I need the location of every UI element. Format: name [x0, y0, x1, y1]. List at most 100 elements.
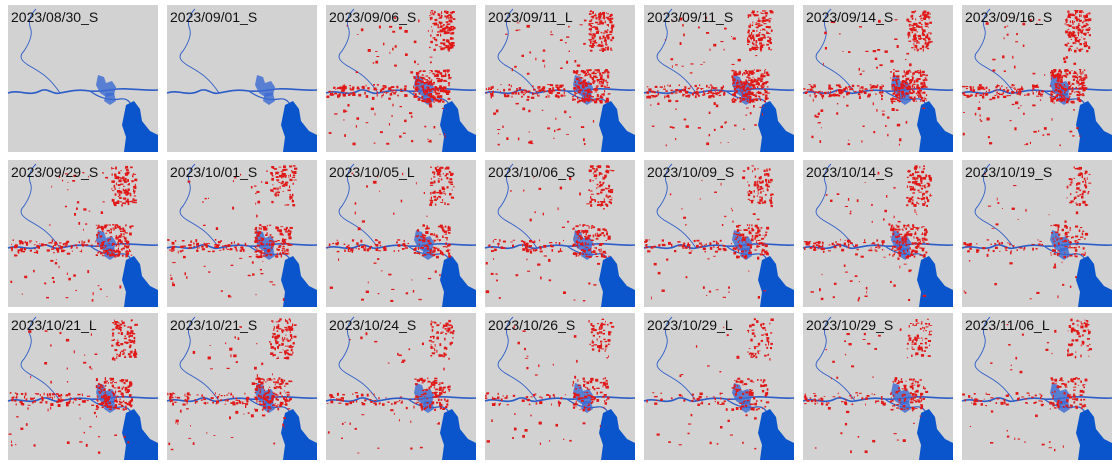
flood-patch — [283, 170, 284, 171]
flood-patch — [442, 236, 444, 239]
flood-patch — [42, 399, 44, 401]
flood-patch — [114, 324, 116, 326]
flood-patch — [1057, 255, 1059, 256]
flood-patch — [825, 47, 827, 50]
flood-patch — [112, 332, 114, 334]
flood-patch — [89, 366, 91, 368]
flood-patch — [1068, 240, 1069, 241]
flood-patch — [126, 392, 129, 394]
flood-patch — [264, 228, 267, 231]
flood-patch — [448, 83, 450, 84]
flood-patch — [356, 71, 358, 73]
flood-patch — [590, 11, 592, 12]
flood-patch — [421, 96, 423, 99]
flood-patch — [600, 191, 603, 193]
flood-patch — [740, 90, 741, 92]
flood-patch — [284, 239, 287, 240]
flood-patch — [966, 245, 967, 247]
flood-patch — [700, 88, 703, 89]
flood-patch — [757, 240, 760, 241]
flood-patch — [234, 241, 235, 243]
flood-patch — [672, 90, 674, 91]
flood-patch — [547, 127, 550, 129]
flood-patch — [733, 86, 736, 87]
flood-patch — [927, 38, 930, 39]
flood-patch — [24, 276, 27, 279]
flood-patch — [757, 168, 758, 169]
flood-patch — [768, 47, 770, 50]
flood-patch — [107, 252, 110, 255]
flood-patch — [262, 240, 263, 241]
flood-patch — [294, 168, 297, 170]
flood-patch — [185, 272, 187, 275]
flood-patch — [982, 96, 984, 99]
flood-patch — [34, 401, 36, 403]
flood-patch — [563, 291, 566, 294]
flood-patch — [97, 228, 99, 229]
flood-patch — [986, 87, 988, 89]
flood-patch — [578, 74, 581, 75]
flood-patch — [1057, 238, 1060, 239]
panel-label: 2023/09/29_S — [11, 164, 98, 180]
flood-patch — [491, 247, 493, 248]
flood-patch — [610, 50, 612, 51]
flood-patch — [822, 274, 823, 275]
flood-patch — [848, 51, 851, 53]
flood-patch — [28, 405, 31, 406]
flood-patch — [266, 243, 268, 245]
flood-patch — [908, 200, 911, 202]
flood-patch — [983, 93, 985, 96]
flood-patch — [276, 176, 279, 178]
flood-patch — [610, 170, 612, 171]
flood-patch — [441, 11, 442, 14]
flood-patch — [580, 237, 583, 240]
flood-patch — [445, 15, 447, 17]
flood-patch — [289, 186, 290, 189]
flood-patch — [1080, 70, 1081, 72]
flood-patch — [602, 22, 604, 24]
flood-patch — [910, 79, 913, 81]
flood-patch — [416, 235, 419, 236]
flood-patch — [172, 282, 173, 285]
flood-patch — [880, 87, 883, 90]
flood-patch — [52, 239, 53, 242]
flood-patch — [718, 248, 721, 250]
flood-patch — [583, 43, 586, 45]
flood-patch — [908, 36, 909, 38]
flood-patch — [68, 393, 70, 396]
flood-patch — [97, 252, 98, 254]
flood-patch — [105, 392, 106, 394]
flood-patch — [421, 81, 424, 83]
flood-patch — [114, 174, 116, 176]
flood-patch — [56, 259, 57, 260]
flood-patch — [263, 248, 266, 249]
flood-patch — [102, 231, 103, 233]
flood-patch — [557, 92, 560, 94]
flood-patch — [435, 70, 438, 72]
flood-patch — [446, 167, 449, 170]
flood-patch — [914, 38, 916, 40]
flood-patch — [1085, 87, 1088, 89]
flood-patch — [606, 229, 608, 231]
panel-label: 2023/09/11_S — [647, 9, 733, 25]
flood-patch — [404, 30, 407, 33]
flood-patch — [1057, 253, 1060, 255]
flood-patch — [416, 79, 418, 81]
flood-patch — [61, 394, 63, 396]
flood-patch — [900, 101, 902, 102]
flood-patch — [113, 229, 114, 231]
flood-patch — [765, 194, 767, 196]
flood-patch — [172, 262, 175, 263]
flood-patch — [84, 432, 85, 434]
flood-patch — [220, 240, 222, 242]
flood-patch — [890, 71, 892, 73]
flood-patch — [897, 45, 899, 48]
flood-patch — [255, 238, 258, 239]
flood-patch — [750, 100, 753, 102]
flood-patch — [1083, 90, 1085, 92]
flood-patch — [549, 242, 552, 243]
flood-patch — [1084, 41, 1085, 44]
flood-patch — [822, 248, 825, 250]
flood-patch — [720, 41, 723, 42]
flood-patch — [985, 93, 988, 96]
